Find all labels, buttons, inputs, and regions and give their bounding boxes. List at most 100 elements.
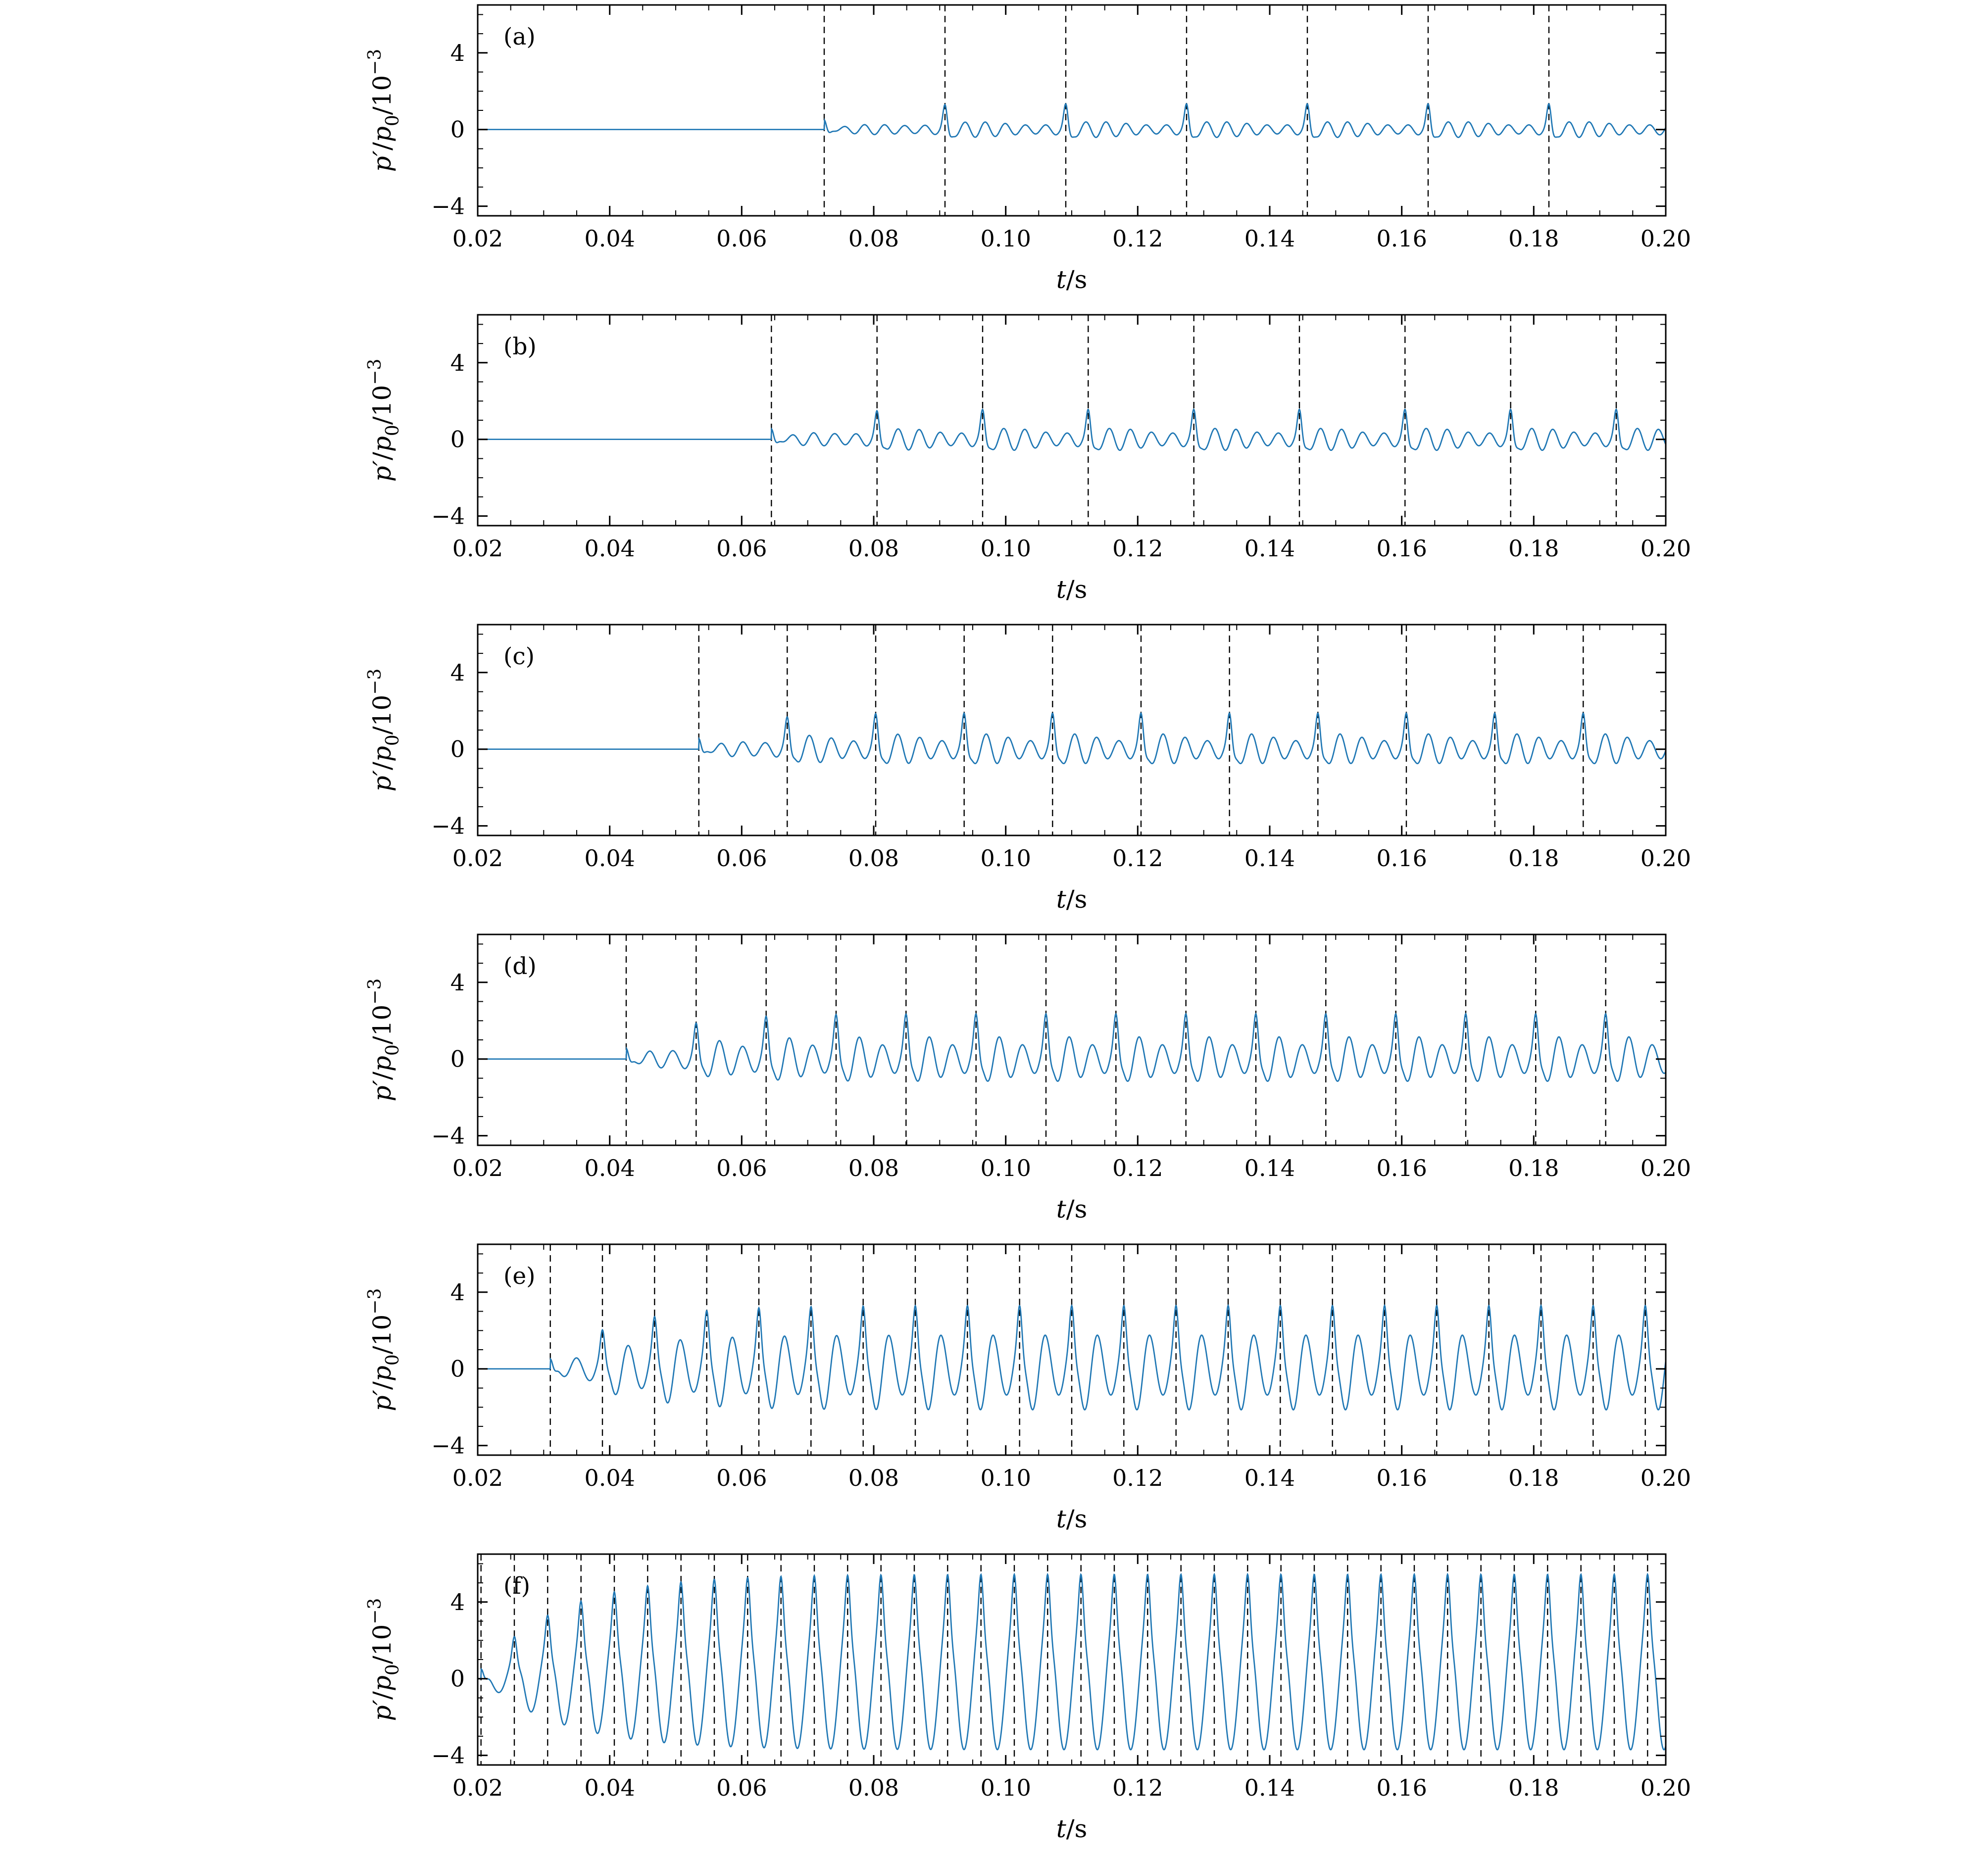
x-tick-label: 0.12: [1112, 225, 1163, 252]
x-axis-label: t/s: [1056, 265, 1088, 294]
x-axis-label: t/s: [1056, 1814, 1088, 1843]
x-tick-label: 0.08: [848, 225, 899, 252]
x-tick-label: 0.04: [584, 1465, 635, 1491]
x-tick-label: 0.18: [1508, 1774, 1559, 1801]
x-tick-label: 0.14: [1244, 225, 1295, 252]
pressure-waveform: [478, 408, 1666, 451]
y-tick-label: −4: [431, 1123, 465, 1149]
x-tick-label: 0.06: [716, 1465, 767, 1491]
x-tick-label: 0.06: [716, 225, 767, 252]
x-tick-label: 0.18: [1508, 1155, 1559, 1181]
x-tick-label: 0.02: [452, 225, 503, 252]
y-tick-label: 4: [450, 40, 465, 66]
x-tick-label: 0.16: [1376, 1774, 1427, 1801]
y-tick-label: 0: [450, 1046, 465, 1073]
chart-panel-a: 0.02 0.04 0.06 0.08 0.10 0.12 0.14 0.16 0.18 0.20…: [0, 0, 1988, 310]
x-tick-label: 0.04: [584, 1774, 635, 1801]
chart-panel-d: 0.02 0.04 0.06 0.08 0.10 0.12 0.14 0.16 0.18 0.20…: [0, 930, 1988, 1239]
dashed-event-lines: [625, 934, 1606, 1145]
y-tick-label: 4: [450, 969, 465, 996]
x-tick-label: 0.02: [452, 845, 503, 872]
x-tick-label: 0.08: [848, 845, 899, 872]
y-tick-label: −4: [431, 503, 465, 530]
pressure-waveform: [478, 1304, 1666, 1411]
y-tick-label: 4: [450, 659, 465, 686]
x-tick-label: 0.10: [980, 1155, 1031, 1181]
dashed-event-lines: [549, 1244, 1646, 1455]
x-tick-label: 0.16: [1376, 225, 1427, 252]
pressure-waveform: [478, 102, 1666, 138]
y-axis-label: p′/p0/10−3: [365, 669, 403, 792]
plot-svg-b: 0.02 0.04 0.06 0.08 0.10 0.12 0.14 0.16 0.18 0.20…: [365, 314, 1691, 604]
dashed-event-lines: [771, 315, 1617, 526]
axis-minor-ticks: [478, 1244, 1666, 1455]
x-tick-label: 0.18: [1508, 535, 1559, 562]
x-tick-label: 0.16: [1376, 845, 1427, 872]
x-tick-label: 0.18: [1508, 1465, 1559, 1491]
axis-minor-ticks: [478, 625, 1666, 835]
plot-frame: [477, 933, 1667, 1146]
plot-frame: [477, 314, 1667, 527]
x-tick-label: 0.20: [1640, 535, 1691, 562]
x-tick-label: 0.04: [584, 535, 635, 562]
y-axis-label: p′/p0/10−3: [365, 1598, 403, 1721]
x-tick-label: 0.02: [452, 1465, 503, 1491]
plot-frame: [477, 624, 1667, 836]
x-tick-label: 0.10: [980, 1774, 1031, 1801]
x-tick-label: 0.02: [452, 535, 503, 562]
y-axis-label: p′/p0/10−3: [365, 978, 403, 1102]
x-tick-label: 0.18: [1508, 845, 1559, 872]
dashed-event-lines: [698, 625, 1584, 835]
y-axis-label: p′/p0/10−3: [365, 1288, 403, 1412]
chart-panel-c: 0.02 0.04 0.06 0.08 0.10 0.12 0.14 0.16 0.18 0.20…: [0, 620, 1988, 930]
panel-label: (f): [503, 1572, 530, 1600]
x-tick-label: 0.14: [1244, 1155, 1295, 1181]
plot-svg-e: 0.02 0.04 0.06 0.08 0.10 0.12 0.14 0.16 0.18 0.20…: [365, 1243, 1691, 1533]
plot-svg-c: 0.02 0.04 0.06 0.08 0.10 0.12 0.14 0.16 0.18 0.20…: [365, 624, 1691, 914]
panel-label: (c): [503, 643, 535, 670]
y-tick-label: 4: [450, 349, 465, 376]
x-tick-label: 0.08: [848, 1155, 899, 1181]
x-tick-label: 0.16: [1376, 1465, 1427, 1491]
x-tick-label: 0.12: [1112, 535, 1163, 562]
x-tick-label: 0.08: [848, 535, 899, 562]
plot-frame: [477, 1243, 1667, 1456]
y-tick-label: −4: [431, 193, 465, 220]
x-tick-label: 0.14: [1244, 845, 1295, 872]
axis-minor-ticks: [478, 5, 1666, 216]
x-tick-label: 0.18: [1508, 225, 1559, 252]
axis-minor-ticks: [478, 934, 1666, 1145]
x-tick-label: 0.06: [716, 535, 767, 562]
x-tick-label: 0.04: [584, 1155, 635, 1181]
axis-major-ticks: [477, 625, 1667, 835]
pressure-waveform: [478, 712, 1666, 765]
x-tick-label: 0.20: [1640, 1774, 1691, 1801]
x-tick-label: 0.08: [848, 1774, 899, 1801]
axis-minor-ticks: [478, 1554, 1666, 1765]
y-axis-label: p′/p0/10−3: [365, 49, 403, 172]
plot-svg-a: 0.02 0.04 0.06 0.08 0.10 0.12 0.14 0.16 0.18 0.20…: [365, 4, 1691, 294]
x-tick-label: 0.02: [452, 1155, 503, 1181]
x-axis-label: t/s: [1056, 1505, 1088, 1533]
plot-frame: [477, 1553, 1667, 1766]
x-tick-label: 0.04: [584, 845, 635, 872]
x-tick-label: 0.16: [1376, 535, 1427, 562]
y-tick-label: 0: [450, 1356, 465, 1382]
x-tick-label: 0.16: [1376, 1155, 1427, 1181]
plot-frame: [477, 4, 1667, 217]
plot-svg-d: 0.02 0.04 0.06 0.08 0.10 0.12 0.14 0.16 0.18 0.20…: [365, 933, 1691, 1223]
y-tick-label: −4: [431, 1432, 465, 1459]
y-tick-label: −4: [431, 813, 465, 839]
panel-label: (e): [503, 1263, 536, 1290]
x-tick-label: 0.10: [980, 535, 1031, 562]
y-tick-label: 0: [450, 736, 465, 763]
panel-label: (a): [503, 23, 536, 50]
y-tick-label: 4: [450, 1279, 465, 1306]
x-tick-label: 0.10: [980, 845, 1031, 872]
dashed-event-lines: [823, 5, 1550, 216]
x-axis-label: t/s: [1056, 885, 1088, 914]
pressure-waveform: [478, 1012, 1666, 1082]
axis-minor-ticks: [478, 315, 1666, 526]
chart-panel-e: 0.02 0.04 0.06 0.08 0.10 0.12 0.14 0.16 0.18 0.20…: [0, 1239, 1988, 1549]
